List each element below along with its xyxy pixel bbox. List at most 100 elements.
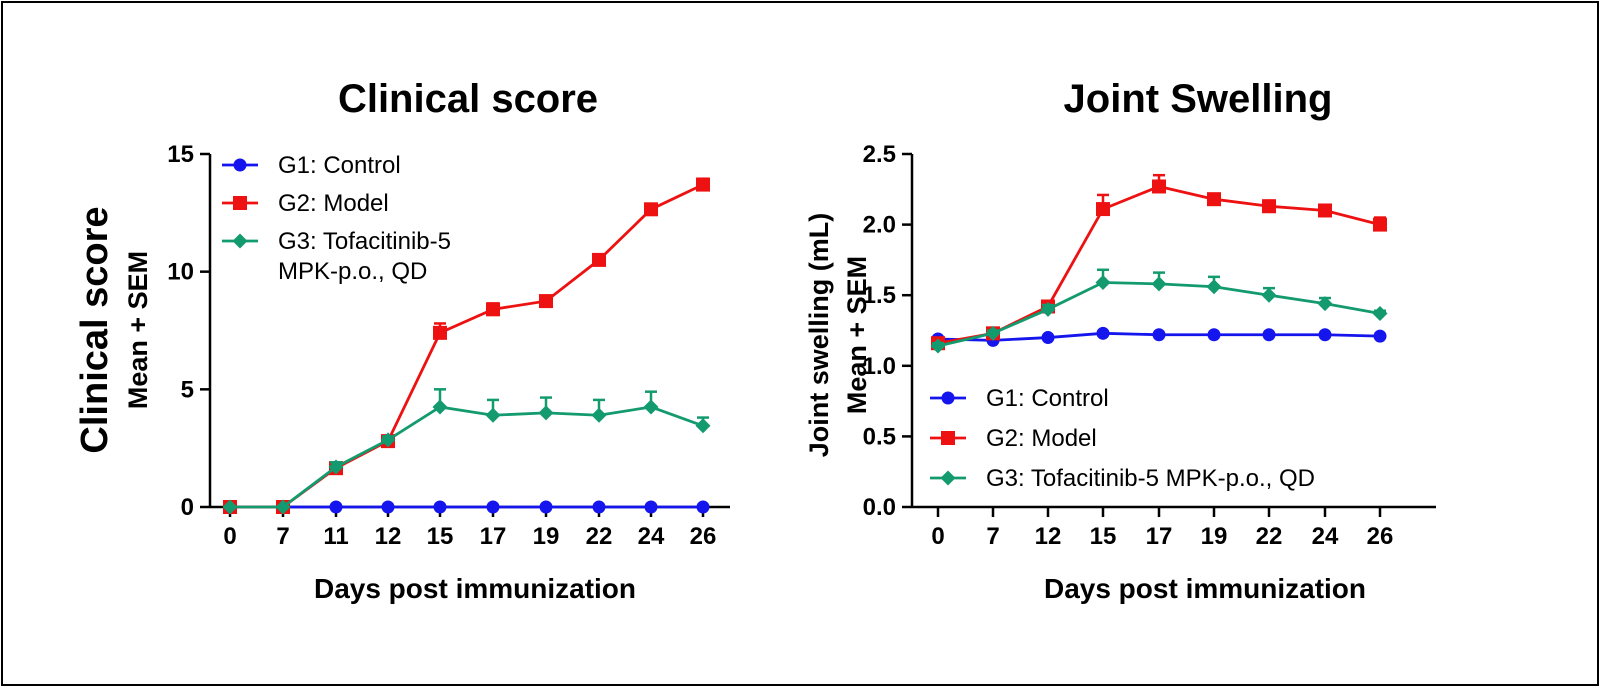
x-axis-label: Days post immunization	[314, 573, 636, 604]
data-point	[644, 500, 658, 514]
plot-area	[222, 177, 711, 515]
data-point	[1041, 331, 1055, 345]
axes: 0.0 0.5 1.0 1.5 2.0 2.5 0 7 12 15 17 19 22 24 26	[863, 141, 1436, 550]
series-line	[937, 185, 1381, 345]
data-point	[591, 407, 607, 423]
y-tick-label: 10	[167, 259, 194, 286]
data-point	[1318, 328, 1332, 342]
legend-label: G2: Model	[278, 190, 389, 217]
data-point	[1096, 202, 1110, 217]
data-point	[539, 500, 553, 514]
x-axis-label: Days post immunization	[1044, 573, 1366, 604]
y-tick-label: 2.5	[863, 141, 896, 168]
data-point	[1373, 329, 1387, 343]
data-point	[329, 500, 343, 514]
data-point	[1207, 192, 1221, 207]
x-tick-label: 17	[480, 523, 507, 550]
legend-label: G2: Model	[986, 425, 1097, 452]
data-point	[486, 500, 500, 514]
legend-entry: G1: Control	[222, 152, 401, 179]
y-axis-label: Joint swelling (mL)	[804, 213, 834, 458]
x-tick-label: 17	[1146, 523, 1173, 550]
data-point	[696, 177, 710, 192]
x-tick-label: 12	[375, 523, 402, 550]
data-point	[696, 500, 710, 514]
series-diamond	[222, 388, 711, 515]
x-tick-label: 15	[1090, 523, 1117, 550]
legend-marker	[941, 431, 955, 445]
plot-area	[930, 173, 1388, 354]
data-point	[592, 500, 606, 514]
data-point	[985, 325, 1001, 341]
x-tick-label: 12	[1035, 523, 1062, 550]
legend-entry: G3: Tofacitinib-5 MPK-p.o., QD	[930, 465, 1315, 492]
data-point	[381, 500, 395, 514]
data-point	[328, 459, 344, 475]
x-tick-label: 0	[931, 523, 944, 550]
series-diamond	[930, 268, 1388, 354]
x-tick-label: 22	[586, 523, 613, 550]
data-point	[1206, 279, 1222, 295]
series-square	[931, 173, 1387, 351]
data-point	[1040, 301, 1056, 317]
legend-label: G1: Control	[278, 152, 401, 179]
x-tick-label: 26	[690, 523, 717, 550]
chart-title: Clinical score	[338, 77, 598, 121]
y-axis-sublabel: Mean + SEM	[842, 256, 872, 414]
chart-joint-swelling: Joint Swelling Joint swelling (mL) Mean …	[804, 77, 1436, 604]
legend-label: MPK-p.o., QD	[278, 258, 427, 285]
x-tick-label: 7	[986, 523, 999, 550]
x-tick-label: 24	[638, 523, 665, 550]
data-point	[1207, 328, 1221, 342]
data-point	[1261, 287, 1277, 303]
chart-title: Joint Swelling	[1064, 77, 1333, 121]
y-tick-label: 0.5	[863, 423, 896, 450]
x-tick-label: 15	[427, 523, 454, 550]
data-point	[433, 500, 447, 514]
data-point	[222, 499, 238, 515]
x-tick-label: 0	[223, 523, 236, 550]
legend-marker	[940, 470, 956, 486]
data-point	[486, 302, 500, 317]
data-point	[592, 252, 606, 267]
y-axis-sublabel: Mean + SEM	[123, 251, 153, 409]
data-point	[1262, 328, 1276, 342]
data-point	[644, 202, 658, 217]
data-point	[1096, 326, 1110, 340]
y-tick-label: 0	[181, 494, 194, 521]
legend-marker	[233, 196, 247, 210]
y-axis-label: Clinical score	[74, 206, 116, 453]
legend-label: G3: Tofacitinib-5	[278, 228, 451, 255]
data-point	[695, 418, 711, 434]
legend-marker	[941, 391, 955, 405]
data-point	[1151, 276, 1167, 292]
x-tick-label: 19	[533, 523, 560, 550]
x-tick-label: 11	[323, 523, 348, 550]
data-point	[538, 405, 554, 421]
data-point	[1095, 274, 1111, 290]
data-point	[1372, 306, 1388, 322]
y-tick-label: 15	[167, 141, 194, 168]
x-tick-label: 22	[1256, 523, 1283, 550]
x-tick-label: 19	[1201, 523, 1228, 550]
data-point	[1152, 328, 1166, 342]
y-tick-label: 0.0	[863, 494, 896, 521]
data-point	[275, 499, 291, 515]
legend-entry: G3: Tofacitinib-5 MPK-p.o., QD	[222, 228, 451, 285]
data-point	[539, 294, 553, 309]
chart-clinical-score: Clinical score Clinical score Mean + SEM…	[74, 77, 730, 604]
y-tick-label: 1.0	[863, 353, 896, 380]
data-point	[433, 325, 447, 340]
legend: G1: Control G2: Model G3: Tofacitinib-5 MPK…	[222, 152, 451, 285]
data-point	[432, 399, 448, 415]
data-point	[1373, 217, 1387, 232]
x-tick-label: 26	[1367, 523, 1394, 550]
legend-marker	[233, 158, 247, 172]
x-tick-label: 7	[276, 523, 289, 550]
legend-entry: G2: Model	[222, 190, 389, 217]
legend-label: G3: Tofacitinib-5 MPK-p.o., QD	[986, 465, 1315, 492]
data-point	[930, 338, 946, 354]
y-tick-label: 5	[181, 376, 194, 403]
series-circle	[223, 500, 710, 514]
